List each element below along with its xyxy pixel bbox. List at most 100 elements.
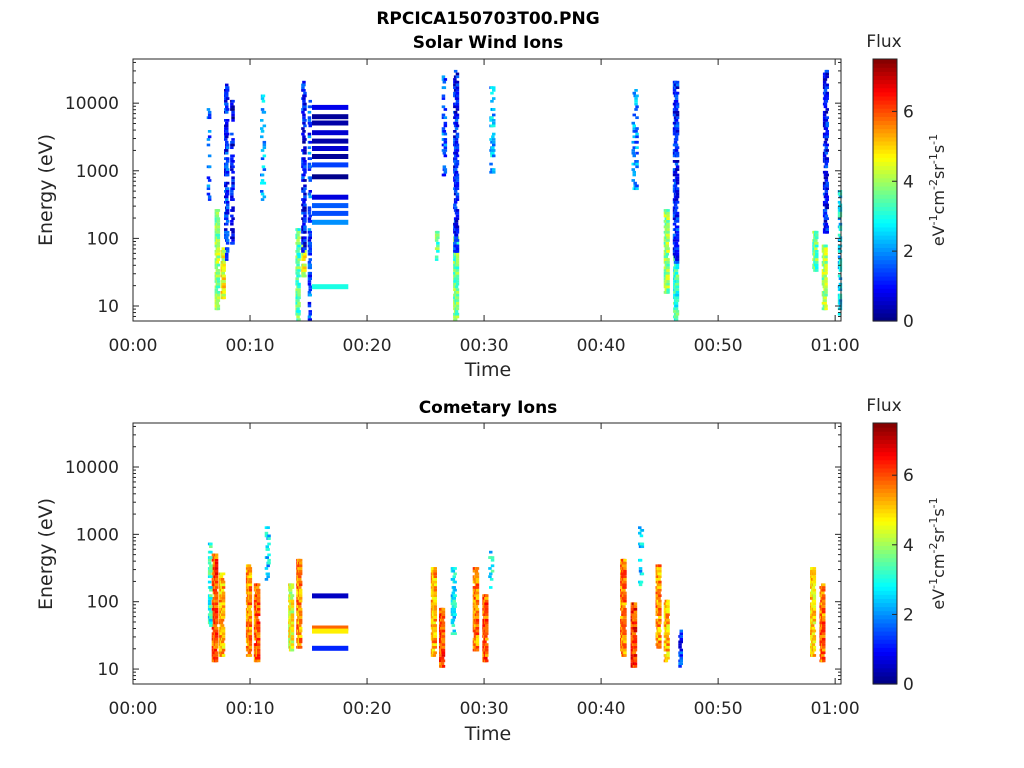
- flux-cell: [225, 102, 229, 106]
- flux-cell: [623, 602, 627, 606]
- colorbar-swatch: [873, 618, 897, 624]
- flux-cell: [441, 94, 446, 98]
- flux-cell: [824, 285, 828, 289]
- flux-cell: [632, 187, 636, 191]
- flux-cell: [666, 269, 670, 272]
- flux-cell: [441, 105, 446, 109]
- flux-cell: [288, 591, 293, 595]
- flux-cell: [675, 239, 680, 242]
- flux-cell: [248, 654, 253, 657]
- colorbar-swatch: [873, 251, 897, 257]
- flux-cell: [308, 124, 312, 128]
- flux-cell: [812, 594, 817, 598]
- flux-cell: [308, 318, 312, 322]
- flux-cell: [298, 624, 302, 627]
- flux-cell: [454, 140, 459, 144]
- flux-cell: [221, 599, 226, 603]
- colorbar-swatch: [873, 153, 897, 158]
- flux-cell: [266, 564, 270, 568]
- flux-cell: [812, 645, 817, 649]
- flux-stripe: [312, 219, 349, 225]
- flux-cell: [666, 651, 670, 655]
- flux-cell: [297, 318, 301, 322]
- flux-cell: [297, 247, 301, 251]
- flux-cell: [298, 632, 302, 636]
- flux-cell: [225, 130, 229, 133]
- flux-cell: [308, 241, 312, 245]
- flux-cell: [443, 154, 448, 158]
- flux-cell: [221, 616, 226, 619]
- flux-cell: [225, 132, 230, 136]
- flux-cell: [657, 578, 661, 581]
- flux-cell: [290, 621, 295, 625]
- flux-cell: [635, 184, 639, 188]
- flux-cell: [216, 225, 221, 229]
- colorbar-swatch: [873, 243, 897, 248]
- flux-cell: [308, 157, 312, 161]
- flux-cell: [253, 618, 258, 622]
- flux-cell: [822, 629, 826, 633]
- flux-cell: [301, 160, 305, 163]
- flux-cell: [308, 258, 312, 261]
- flux-cell: [666, 637, 670, 641]
- flux-cell: [812, 580, 817, 584]
- flux-cell: [209, 550, 213, 554]
- flux-cell: [214, 621, 219, 625]
- flux-cell: [222, 261, 226, 264]
- flux-cell: [433, 591, 437, 595]
- colorbar-swatch: [873, 202, 897, 207]
- flux-cell: [308, 99, 312, 103]
- flux-cell: [455, 239, 460, 242]
- colorbar-swatch: [873, 606, 897, 612]
- flux-cell: [673, 236, 678, 240]
- flux-cell: [658, 569, 662, 573]
- flux-cell: [308, 312, 312, 316]
- flux-cell: [216, 271, 221, 275]
- flux-cell: [248, 599, 253, 603]
- flux-cell: [666, 228, 670, 231]
- flux-cell: [222, 296, 226, 300]
- flux-cell: [214, 640, 219, 644]
- flux-cell: [822, 586, 826, 589]
- flux-cell: [267, 542, 271, 546]
- flux-cell: [623, 575, 627, 579]
- colorbar-swatch: [873, 210, 897, 216]
- flux-cell: [453, 89, 458, 92]
- flux-cell: [221, 607, 226, 611]
- flux-cell: [657, 632, 661, 636]
- flux-cell: [666, 640, 670, 644]
- flux-cell: [303, 151, 307, 155]
- flux-cell: [674, 206, 679, 210]
- flux-cell: [206, 184, 211, 188]
- flux-cell: [214, 580, 219, 584]
- flux-cell: [455, 146, 460, 150]
- flux-cell: [260, 108, 265, 111]
- flux-cell: [454, 236, 459, 240]
- flux-cell: [230, 220, 234, 223]
- colorbar-swatch: [873, 516, 897, 522]
- x-tick-label: 00:00: [109, 336, 158, 356]
- flux-cell: [436, 233, 440, 237]
- flux-cell: [812, 654, 817, 657]
- flux-cell: [639, 534, 644, 538]
- flux-cell: [219, 635, 224, 638]
- flux-stripe: [312, 625, 349, 631]
- flux-cell: [675, 285, 680, 289]
- flux-cell: [298, 588, 303, 592]
- flux-cell: [663, 239, 668, 242]
- flux-cell: [673, 220, 678, 223]
- flux-cell: [455, 241, 460, 245]
- flux-cell: [633, 162, 637, 166]
- flux-cell: [221, 583, 226, 587]
- flux-stripe: [312, 203, 349, 209]
- colorbar-swatch: [873, 259, 897, 265]
- flux-cell: [214, 605, 219, 608]
- flux-cell: [225, 200, 230, 204]
- flux-cell: [214, 618, 219, 622]
- flux-cell: [302, 97, 306, 100]
- flux-cell: [815, 261, 819, 264]
- flux-cell: [824, 138, 829, 141]
- flux-cell: [475, 624, 480, 627]
- flux-cell: [640, 529, 645, 532]
- flux-cell: [675, 291, 680, 294]
